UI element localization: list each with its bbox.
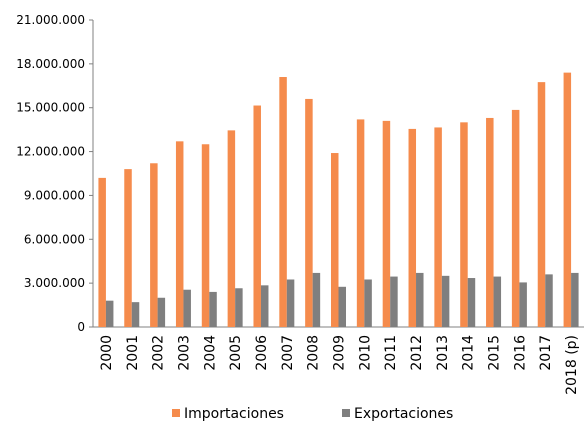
bar bbox=[364, 279, 372, 327]
bar bbox=[545, 274, 553, 327]
x-tick-label: 2001 bbox=[125, 335, 141, 371]
bar bbox=[105, 300, 114, 327]
x-tick-label: 2013 bbox=[435, 335, 451, 371]
y-tick-label: 0 bbox=[77, 320, 85, 334]
bar bbox=[519, 282, 527, 327]
bar bbox=[408, 128, 417, 327]
bar bbox=[279, 77, 287, 327]
x-tick-label: 2011 bbox=[383, 335, 399, 371]
bar bbox=[390, 276, 398, 327]
x-tick-label: 2009 bbox=[332, 335, 348, 371]
bar bbox=[486, 117, 494, 327]
bar bbox=[209, 291, 217, 327]
x-tick-label: 2012 bbox=[409, 335, 425, 371]
bar bbox=[183, 289, 191, 327]
y-tick-label: 21.000.000 bbox=[16, 13, 85, 27]
bar bbox=[175, 141, 184, 327]
x-tick-label: 2007 bbox=[280, 335, 296, 371]
legend-swatch bbox=[342, 409, 350, 417]
x-tick-label: 2006 bbox=[254, 335, 270, 371]
y-tick-label: 9.000.000 bbox=[24, 188, 85, 202]
x-tick-label: 2002 bbox=[151, 335, 167, 371]
legend-label: Importaciones bbox=[184, 406, 284, 422]
x-tick-label: 2014 bbox=[461, 335, 477, 371]
bar bbox=[460, 122, 468, 327]
bar bbox=[286, 279, 295, 327]
bar bbox=[493, 276, 502, 327]
bar bbox=[331, 153, 339, 327]
bar bbox=[260, 285, 269, 327]
y-tick-label: 15.000.000 bbox=[16, 101, 85, 115]
bar bbox=[150, 163, 158, 327]
y-tick-label: 3.000.000 bbox=[24, 276, 85, 290]
x-tick-label: 2000 bbox=[99, 335, 115, 371]
bar bbox=[416, 272, 424, 327]
bar bbox=[467, 278, 476, 327]
bar bbox=[571, 272, 579, 327]
bar bbox=[312, 272, 321, 327]
bar bbox=[434, 127, 442, 327]
x-tick-label: 2017 bbox=[538, 335, 554, 371]
x-tick-label: 2010 bbox=[357, 335, 373, 371]
bar bbox=[511, 109, 520, 328]
bar bbox=[382, 120, 391, 327]
legend-swatch bbox=[172, 409, 180, 417]
x-tick-label: 2005 bbox=[228, 335, 244, 371]
bar bbox=[305, 98, 313, 327]
x-tick-label: 2018 (p) bbox=[564, 335, 580, 395]
bar bbox=[537, 82, 546, 327]
y-tick-label: 6.000.000 bbox=[24, 232, 85, 246]
x-tick-label: 2003 bbox=[176, 335, 192, 371]
x-tick-label: 2016 bbox=[512, 335, 528, 371]
bar bbox=[157, 297, 166, 327]
x-tick-label: 2008 bbox=[306, 335, 322, 371]
legend-label: Exportaciones bbox=[354, 406, 453, 422]
y-tick-label: 18.000.000 bbox=[16, 57, 85, 71]
bar bbox=[201, 144, 210, 327]
x-tick-label: 2015 bbox=[487, 335, 503, 371]
bar bbox=[227, 130, 236, 327]
bar bbox=[235, 288, 243, 327]
x-tick-label: 2004 bbox=[202, 335, 218, 371]
bar bbox=[338, 286, 346, 327]
bar bbox=[98, 177, 106, 327]
bar bbox=[124, 169, 132, 327]
bar bbox=[131, 302, 140, 327]
y-tick-label: 12.000.000 bbox=[16, 145, 85, 159]
bar bbox=[563, 72, 572, 327]
bar bbox=[253, 105, 261, 328]
bar bbox=[441, 275, 450, 327]
bar bbox=[356, 119, 365, 328]
